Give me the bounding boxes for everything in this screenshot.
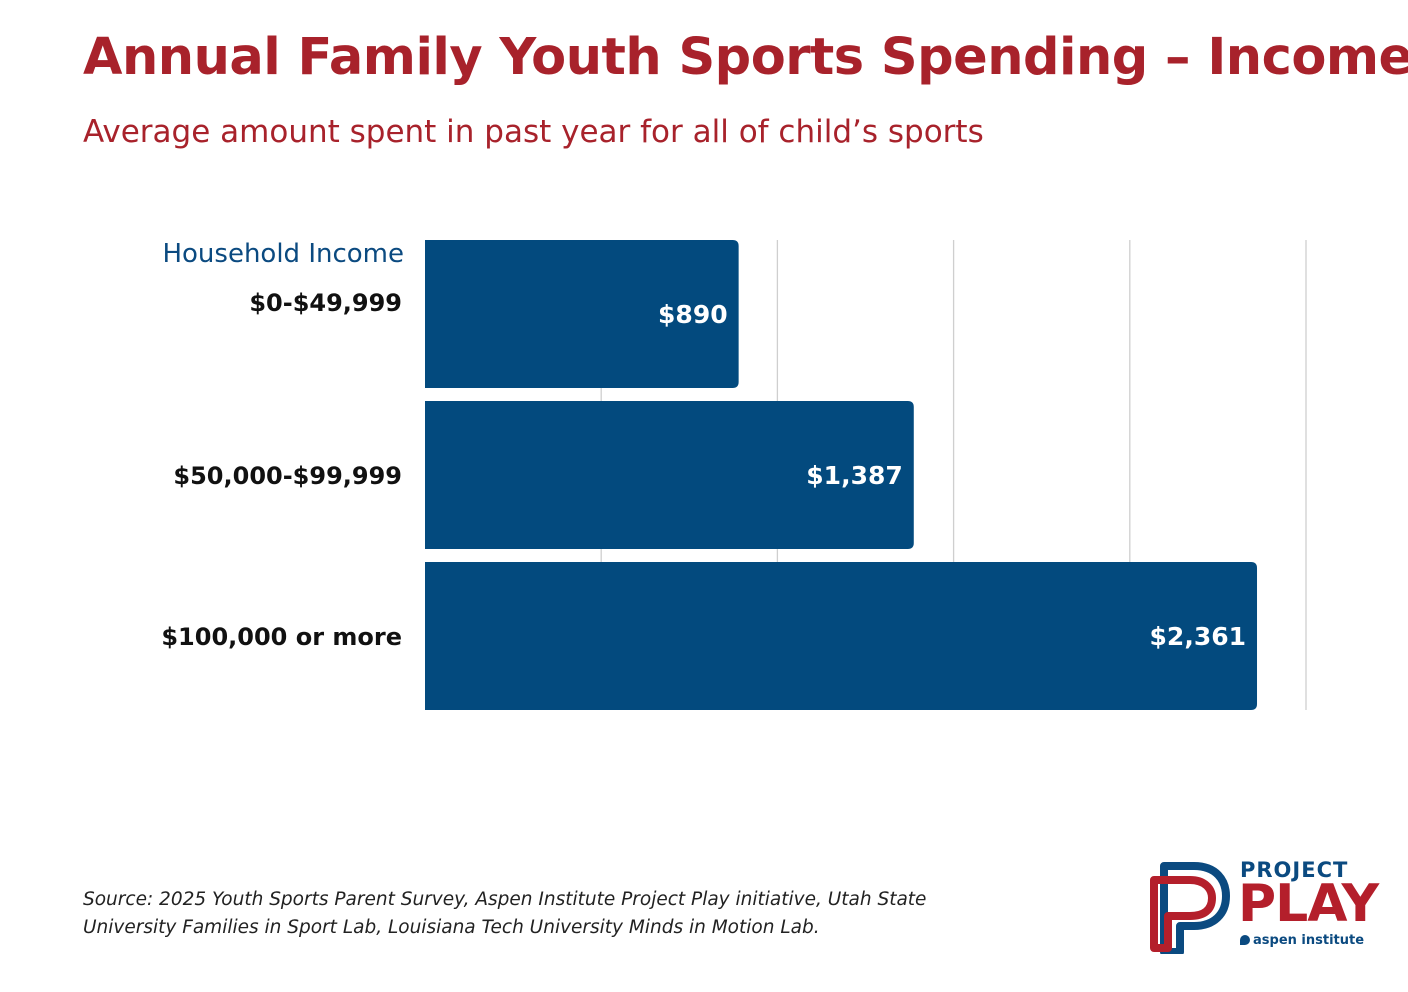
logo-play-text: PLAY [1238,874,1379,934]
project-play-pp-logo-icon [1150,862,1230,954]
chart-subtitle: Average amount spent in past year for al… [83,114,984,150]
aspen-leaf-icon [1240,935,1250,945]
bar [425,240,739,388]
chart-title: Annual Family Youth Sports Spending – In… [83,28,1408,87]
bar-value-label: $1,387 [806,461,902,490]
category-axis-heading: Household Income [162,239,404,269]
category-label: $0-$49,999 [249,289,402,317]
bar-chart: $890 $1,387 $2,361 Household Income $0-$49,… [161,239,1307,710]
logo-aspen-label: aspen institute [1253,933,1365,948]
bar [425,562,1258,710]
category-label: $50,000-$99,999 [173,462,402,490]
source-note: Source: 2025 Youth Sports Parent Survey,… [83,889,927,938]
bar [425,401,914,549]
bar-value-label: $890 [658,300,728,329]
bars: $890 $1,387 $2,361 [425,240,1258,710]
bar-value-label: $2,361 [1150,622,1246,651]
logo-aspen-text: aspen institute [1240,933,1364,948]
logo-project-text: PROJECT [1240,858,1349,882]
category-labels: Household Income $0-$49,999 $50,000-$99,99… [161,239,404,651]
category-label: $100,000 or more [161,623,402,651]
project-play-logo: PROJECT PLAY aspen institute [1150,858,1380,958]
